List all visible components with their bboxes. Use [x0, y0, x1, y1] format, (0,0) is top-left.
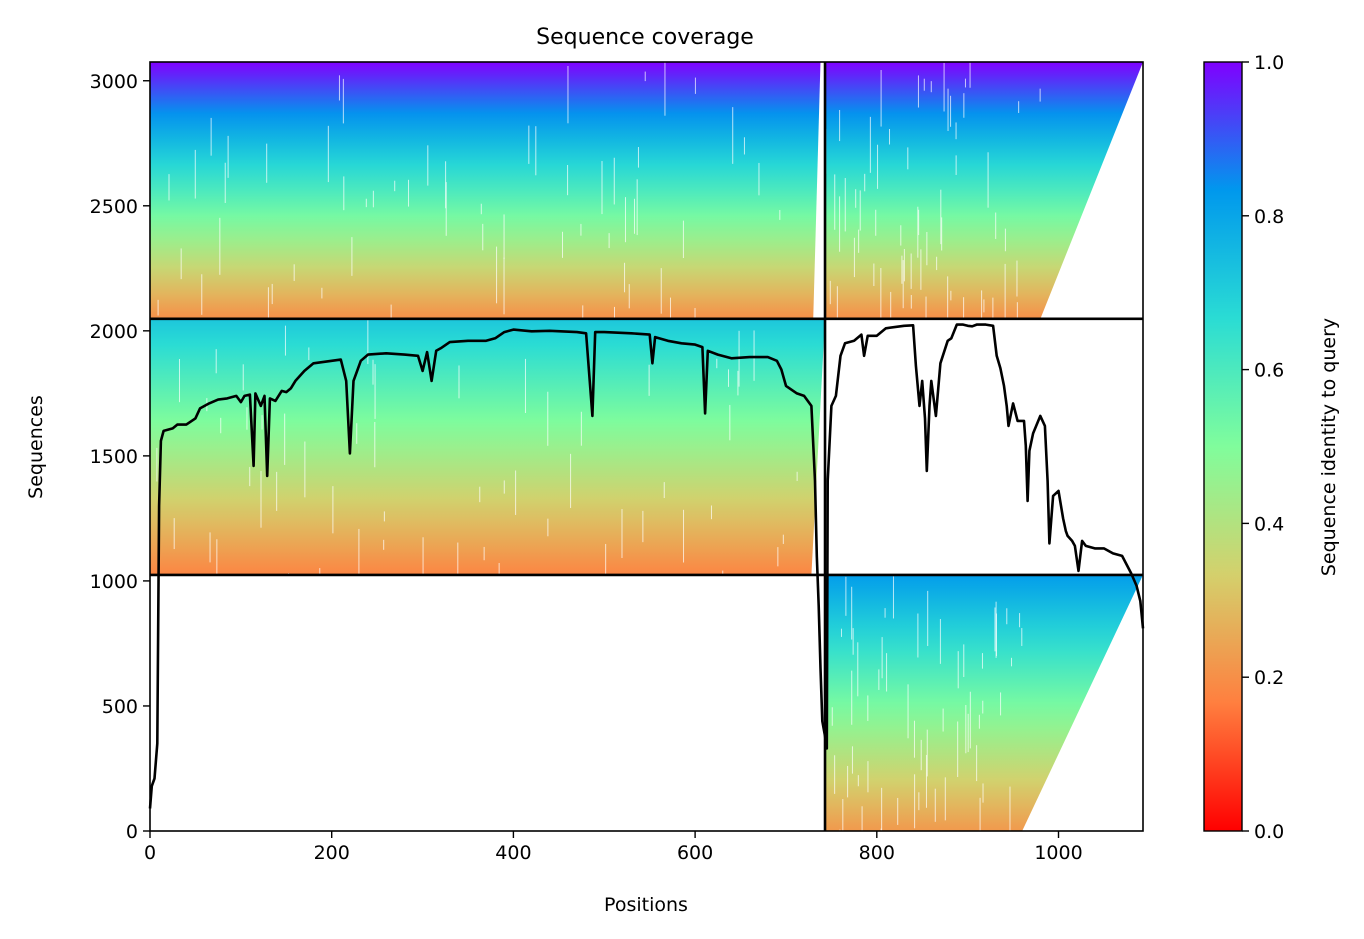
x-axis-label: Positions — [604, 894, 688, 916]
heatmap-block — [825, 574, 1143, 831]
colorbar-tick-label: 0.4 — [1254, 513, 1284, 535]
coverage-line-group — [148, 323, 1145, 809]
heatmap-block — [150, 318, 826, 575]
y-tick-label: 2500 — [90, 196, 138, 218]
heatmap-blocks — [150, 62, 1143, 831]
plot-frame — [149, 61, 1144, 832]
y-tick-label: 2000 — [90, 321, 138, 343]
x-tick-label: 200 — [314, 842, 350, 864]
y-axis-label: Sequences — [25, 395, 47, 499]
y-tick-label: 3000 — [90, 71, 138, 93]
x-tick-label: 600 — [677, 842, 713, 864]
block-dividers — [150, 62, 1143, 831]
colorbar-label: Sequence identity to query — [1318, 318, 1340, 576]
y-tick-label: 0 — [126, 821, 138, 843]
heatmap-block — [825, 62, 1143, 319]
colorbar-tick-label: 0.6 — [1254, 360, 1284, 382]
x-tick-label: 800 — [859, 842, 895, 864]
y-tick-label: 1500 — [90, 446, 138, 468]
heatmap-block — [150, 62, 821, 319]
colorbar-gradient — [1204, 62, 1242, 831]
y-axis: 0 500 1000 1500 2000 2500 3000 — [90, 71, 150, 843]
x-tick-label: 0 — [144, 842, 156, 864]
y-tick-label: 500 — [102, 696, 138, 718]
colorbar-tick-label: 1.0 — [1254, 52, 1284, 74]
y-tick-label: 1000 — [90, 571, 138, 593]
colorbar: 0.0 0.2 0.4 0.6 0.8 1.0 — [1203, 52, 1284, 843]
colorbar-tick-label: 0.2 — [1254, 667, 1284, 689]
chart-title: Sequence coverage — [536, 25, 754, 50]
colorbar-frame — [1203, 61, 1243, 832]
x-tick-label: 400 — [495, 842, 531, 864]
x-axis: 0 200 400 600 800 1000 — [144, 831, 1083, 864]
coverage-line — [148, 323, 1145, 809]
colorbar-tick-label: 0.8 — [1254, 206, 1284, 228]
colorbar-tick-label: 0.0 — [1254, 821, 1284, 843]
x-tick-label: 1000 — [1034, 842, 1082, 864]
